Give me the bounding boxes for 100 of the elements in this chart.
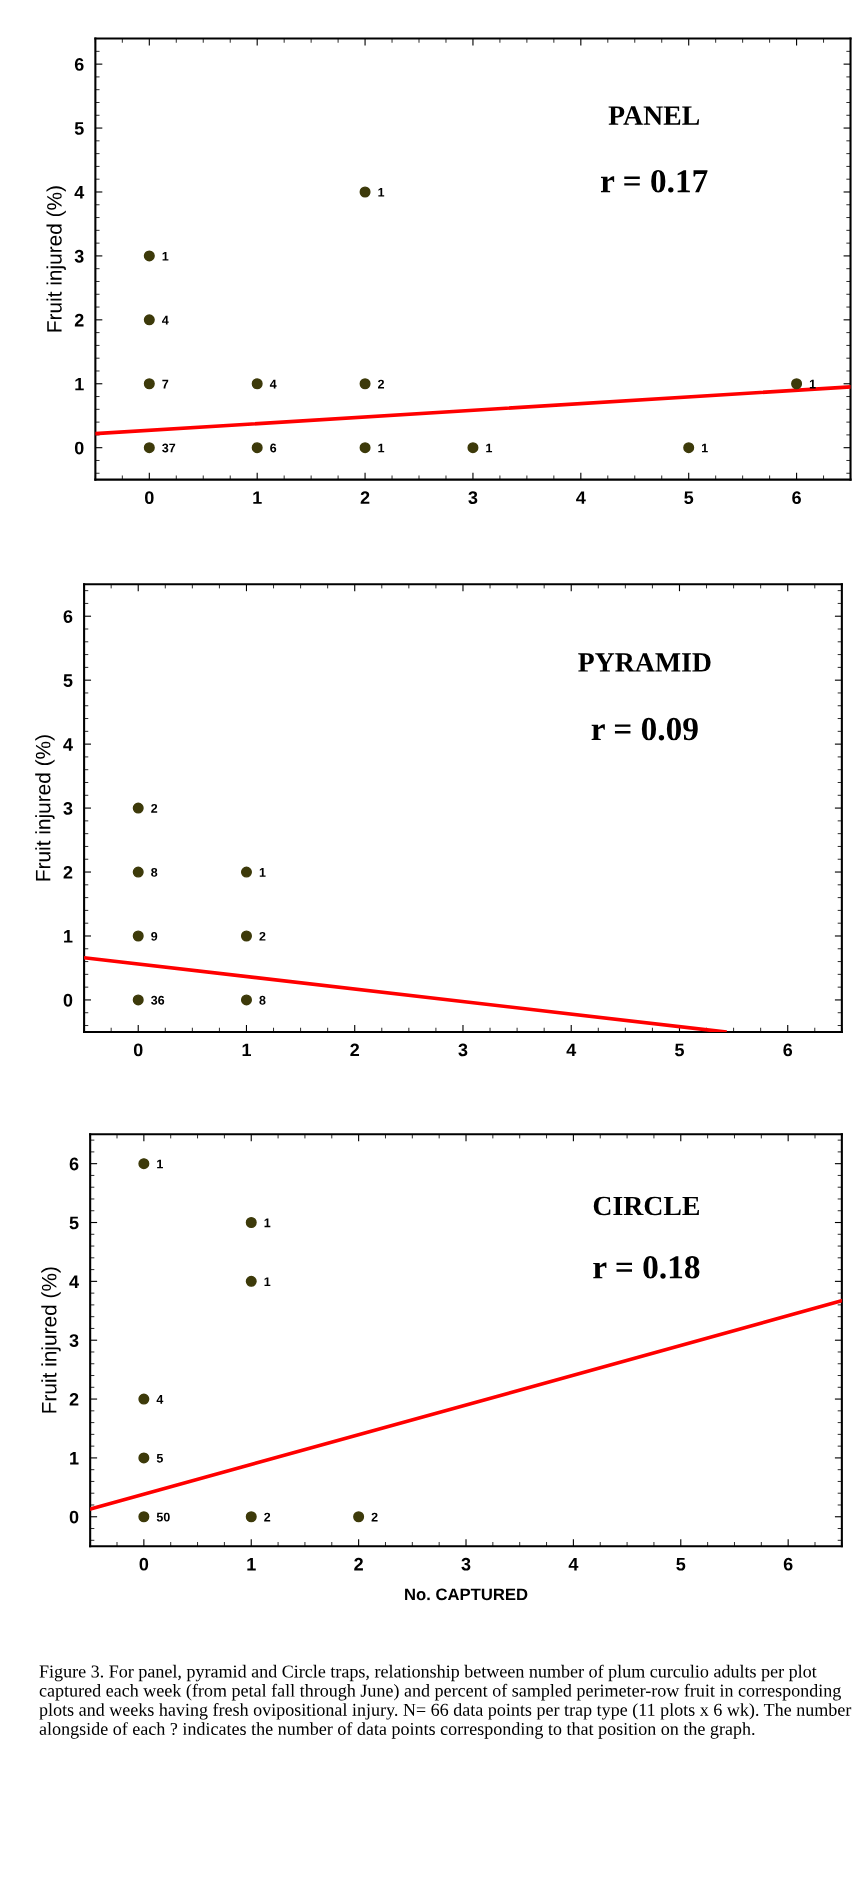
y-tick-label: 3	[74, 249, 84, 263]
y-tick-label: 5	[74, 122, 84, 135]
annotation: 8	[259, 995, 266, 1005]
x-tick-label: 1	[247, 1557, 256, 1571]
point	[359, 186, 371, 198]
x-tick-label: 0	[145, 491, 154, 505]
x-tick-label: 6	[783, 1557, 793, 1571]
y-tick-label: 4	[69, 1275, 79, 1288]
y-axis-title: Fruit injured (%)	[35, 735, 55, 881]
point	[132, 866, 144, 878]
x-tick-label: 5	[684, 491, 694, 505]
y-tick-label: 1	[75, 377, 84, 391]
x-tick-label: 6	[783, 1043, 793, 1057]
x-tick-label: 2	[350, 1043, 360, 1057]
x-tick-label: 4	[576, 491, 586, 504]
y-tick-label: 0	[69, 1510, 79, 1524]
annotation: PANEL	[608, 106, 700, 125]
point	[143, 314, 155, 326]
x-tick-label: 3	[458, 1043, 468, 1057]
point	[683, 442, 695, 454]
annotation: r = 0.18	[593, 1256, 700, 1279]
annotation: 7	[162, 379, 169, 389]
y-tick-label: 2	[69, 1393, 79, 1406]
annotation: 4	[156, 1395, 164, 1404]
annotation: 1	[259, 868, 266, 877]
point	[359, 442, 371, 454]
y-tick-label: 6	[69, 1157, 79, 1171]
point	[132, 930, 144, 942]
point	[251, 442, 263, 454]
y-tick-label: 5	[69, 1216, 79, 1230]
annotation: 5	[156, 1453, 163, 1463]
y-tick-label: 3	[69, 1334, 79, 1347]
point	[132, 994, 144, 1006]
annotation: 1	[264, 1218, 271, 1228]
point	[138, 1158, 150, 1170]
point	[245, 1511, 257, 1523]
point	[467, 442, 479, 454]
annotation: 1	[486, 443, 493, 453]
annotation: 2	[378, 379, 385, 389]
y-tick-label: 1	[64, 930, 73, 943]
y-tick-label: 2	[74, 313, 84, 327]
annotation: 1	[378, 443, 385, 453]
caption: Figure 3. For panel, pyramid and Circle traps, relationship between number of plum curculio adults per plot captured each week (from petal fall through June) and percent of sampled perimeter-row fruit in corresponding plots and weeks having fresh ovipositional injury. N= 66 data points per trap type (11 plots x 6 wk). The number alongside of each ? indicates the number of data points corresponding to that position on the graph.	[39, 1664, 852, 1739]
annotation: 1	[809, 379, 816, 389]
annotation: 50	[156, 1512, 170, 1522]
y-tick-label: 5	[63, 674, 73, 687]
y-axis-title: Fruit injured (%)	[46, 186, 66, 332]
point	[138, 1511, 150, 1523]
point	[245, 1275, 257, 1287]
annotation: 36	[151, 995, 165, 1005]
x-tick-label: 3	[461, 1557, 471, 1571]
x-tick-label: 3	[468, 491, 478, 505]
y-tick-label: 6	[63, 610, 73, 623]
x-axis-title: No. CAPTURED	[405, 1588, 528, 1601]
annotation: 2	[151, 803, 158, 813]
point	[240, 994, 252, 1006]
x-tick-label: 0	[133, 1043, 143, 1057]
annotation: 1	[264, 1277, 271, 1286]
point	[359, 378, 371, 390]
y-tick-label: 3	[63, 802, 73, 815]
y-tick-label: 1	[70, 1452, 79, 1465]
x-tick-label: 5	[675, 1043, 684, 1057]
annotation: 8	[151, 867, 158, 877]
point	[791, 378, 803, 390]
annotation: 4	[162, 315, 169, 325]
annotation: 2	[371, 1512, 378, 1522]
point	[143, 250, 155, 262]
point	[138, 1393, 150, 1405]
annotation: 9	[151, 931, 158, 941]
annotation: 2	[264, 1512, 271, 1522]
point	[251, 378, 263, 390]
point	[245, 1217, 257, 1229]
y-tick-label: 6	[74, 58, 84, 71]
x-tick-label: 0	[139, 1557, 149, 1571]
y-tick-label: 4	[74, 186, 85, 199]
point	[143, 378, 155, 390]
annotation: CIRCLE	[593, 1196, 700, 1216]
x-tick-label: 4	[566, 1043, 577, 1057]
x-tick-label: 1	[242, 1043, 251, 1057]
annotation: 4	[269, 379, 277, 389]
annotation: 1	[157, 1159, 163, 1169]
annotation: 2	[259, 931, 266, 941]
annotation: PYRAMID	[578, 653, 711, 672]
annotation: 37	[162, 443, 176, 453]
x-tick-label: 5	[676, 1557, 686, 1571]
point	[240, 930, 252, 942]
x-tick-label: 1	[253, 491, 262, 504]
y-axis-title: Fruit injured (%)	[41, 1267, 61, 1413]
x-tick-label: 6	[792, 491, 801, 505]
annotation: r = 0.09	[591, 717, 698, 741]
point	[240, 866, 252, 878]
y-tick-label: 2	[63, 865, 73, 879]
x-tick-label: 2	[360, 491, 370, 504]
annotation: 6	[270, 443, 277, 453]
y-tick-label: 0	[74, 441, 84, 455]
point	[138, 1452, 150, 1464]
annotation: 1	[701, 443, 708, 453]
x-tick-label: 4	[568, 1557, 579, 1571]
annotation: 1	[162, 251, 169, 261]
y-tick-label: 4	[63, 738, 73, 751]
